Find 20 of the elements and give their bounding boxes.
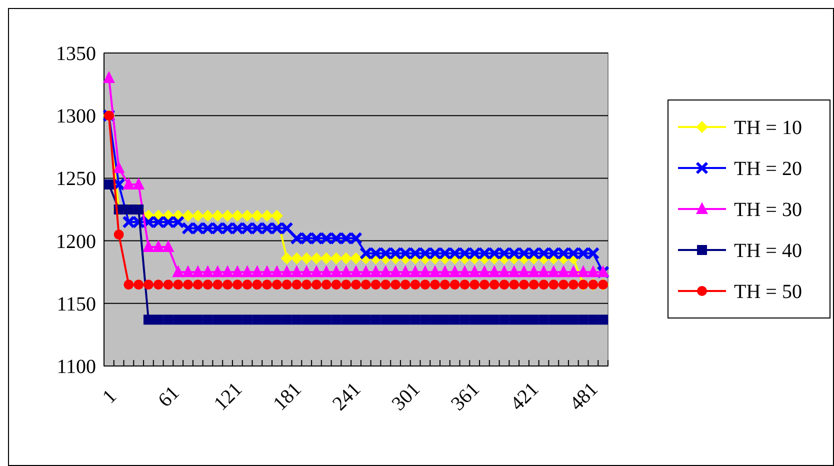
legend-label: TH = 20	[734, 158, 802, 180]
y-tick-label: 1100	[56, 356, 96, 378]
x-tick-label: 361	[447, 378, 484, 416]
y-tick-label: 1300	[56, 106, 96, 128]
y-tick-label: 1250	[56, 168, 96, 190]
y-tick-label: 1350	[56, 43, 96, 65]
y-tick-label: 1200	[56, 230, 96, 253]
x-tick-label: 181	[269, 378, 306, 416]
y-tick-label: 1150	[56, 293, 96, 316]
legend-label: TH = 50	[734, 281, 802, 303]
x-tick-label: 241	[328, 378, 366, 416]
legend-label: TH = 40	[734, 240, 802, 262]
x-tick-label: 1	[98, 385, 121, 408]
legend-label: TH = 10	[734, 117, 802, 139]
x-tick-label: 481	[566, 378, 602, 416]
legend-label: TH = 30	[734, 199, 802, 221]
x-tick-label: 421	[506, 378, 544, 416]
x-tick-label: 301	[388, 378, 425, 416]
x-tick-label: 61	[154, 382, 184, 412]
x-tick-label: 121	[210, 378, 247, 416]
